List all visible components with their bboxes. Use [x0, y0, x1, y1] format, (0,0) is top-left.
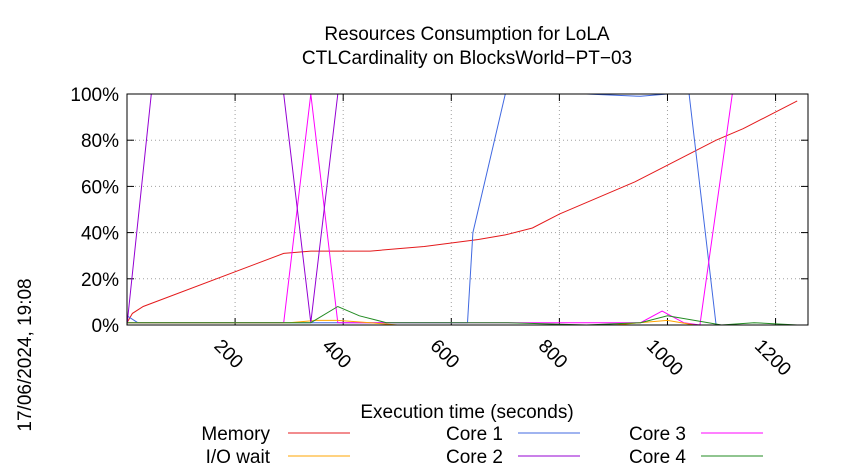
series-line-core-2 — [126, 93, 798, 326]
series-lines — [126, 93, 798, 326]
legend-label-i-o-wait: I/O wait — [206, 447, 271, 468]
y-tick-label: 40% — [81, 224, 119, 245]
y-tick-label: 0% — [92, 316, 120, 337]
x-axis-ticks: 200 400 600 800 1000 1200 — [210, 94, 795, 380]
chart-title-line2: CTLCardinality on BlocksWorld−PT−03 — [302, 48, 632, 69]
chart-title-line1: Resources Consumption for LoLA — [324, 24, 609, 45]
x-tick-label: 1200 — [750, 336, 795, 381]
legend-label-core-2: Core 2 — [446, 447, 503, 468]
x-tick-label: 1000 — [642, 336, 687, 381]
x-tick-label: 800 — [534, 336, 571, 373]
legend-label-memory: Memory — [201, 424, 270, 445]
legend-label-core-1: Core 1 — [446, 424, 503, 445]
y-tick-label: 60% — [81, 177, 119, 198]
x-axis-label: Execution time (seconds) — [360, 402, 573, 423]
y-tick-label: 20% — [81, 270, 119, 291]
x-tick-label: 600 — [426, 336, 463, 373]
series-line-memory — [126, 100, 798, 323]
series-line-core-1 — [126, 93, 798, 326]
plot-frame — [126, 93, 809, 326]
y-axis-ticks: 0% 20% 40% 60% 80% 100% — [70, 85, 808, 337]
y-tick-label: 100% — [70, 85, 119, 106]
legend-label-core-3: Core 3 — [629, 424, 686, 445]
series-line-core-4 — [127, 305, 798, 326]
series-line-core-3 — [127, 93, 798, 326]
x-tick-label: 400 — [318, 336, 355, 373]
grid — [127, 93, 808, 326]
timestamp: 17/06/2024, 19:08 — [15, 278, 36, 431]
legend-label-core-4: Core 4 — [629, 447, 686, 468]
series-line-i-o-wait — [127, 319, 798, 326]
legend: Memory Core 1 Core 3 I/O wait Core 2 Core 4 — [201, 424, 763, 468]
x-tick-label: 200 — [210, 336, 247, 373]
y-tick-label: 80% — [81, 131, 119, 152]
